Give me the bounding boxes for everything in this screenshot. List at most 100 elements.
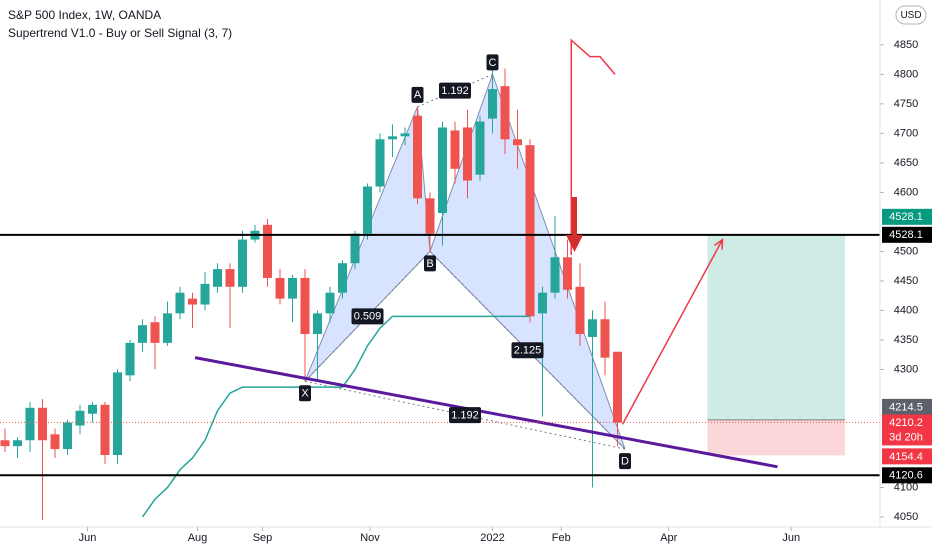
candle-body — [550, 257, 560, 293]
pattern-point-label: C — [489, 57, 497, 69]
candle-body — [363, 186, 372, 234]
currency-label: USD — [900, 10, 921, 21]
pattern-point-label: X — [301, 388, 309, 400]
pattern-point-box — [424, 255, 436, 272]
y-tick-label: 4300 — [894, 363, 918, 375]
x-tick-label: Sep — [253, 532, 273, 544]
candle-body — [575, 286, 585, 335]
candle-body — [125, 342, 135, 376]
pattern-point-box — [619, 453, 631, 470]
candle-body — [238, 239, 247, 287]
pattern-point-box — [299, 385, 311, 402]
ratio-box — [351, 308, 384, 325]
price-badge-label: 4120.6 — [889, 470, 923, 482]
candle-body — [225, 269, 235, 287]
candle-body — [38, 407, 47, 441]
candle-body — [50, 434, 60, 450]
candle-body — [413, 115, 422, 199]
candle-body — [63, 422, 72, 450]
candle-body — [213, 269, 222, 287]
candle-body — [25, 407, 35, 441]
projection-arrowhead — [713, 238, 724, 250]
y-tick-label: 4750 — [894, 98, 918, 110]
candle-body — [338, 263, 347, 293]
price-badge — [882, 448, 932, 465]
candle-body — [388, 136, 397, 140]
candle-body — [300, 277, 310, 335]
candle-body — [313, 313, 322, 335]
y-tick-label: 4650 — [894, 157, 918, 169]
price-badge-label: 4528.1 — [889, 229, 923, 241]
x-tick-label: Jun — [79, 532, 97, 544]
x-tick-label: Apr — [660, 532, 677, 544]
candle-body — [325, 292, 335, 314]
pattern-point-box — [486, 54, 499, 71]
candle-body — [100, 404, 110, 456]
candle-body — [475, 121, 485, 175]
pattern-point-label: A — [414, 89, 422, 101]
candle-body — [488, 89, 497, 119]
candle-body — [588, 319, 597, 337]
candle-body — [613, 351, 622, 423]
main-layer — [0, 38, 880, 520]
x-tick-label: Feb — [552, 532, 571, 544]
candle-body — [0, 440, 10, 447]
ratio-box — [449, 407, 481, 424]
supertrend-line — [141, 315, 530, 518]
candle-body — [525, 145, 535, 317]
signal-arrow — [566, 197, 583, 252]
projection-line — [570, 38, 616, 255]
price-badge — [882, 467, 932, 484]
y-tick-label: 4600 — [894, 186, 918, 198]
pattern-point-box — [411, 86, 424, 103]
candle-body — [350, 233, 360, 264]
price-badge — [882, 226, 932, 243]
chart-title: S&P 500 Index, 1W, OANDA — [8, 8, 161, 22]
ratio-box — [439, 82, 471, 99]
price-badge-label: 4210.2 — [889, 417, 923, 429]
trend-line — [194, 356, 778, 469]
y-tick-label: 4400 — [894, 304, 918, 316]
candle-body — [13, 440, 22, 447]
x-tick-label: Nov — [360, 532, 380, 544]
projection-line — [621, 239, 724, 425]
price-badge — [882, 414, 932, 446]
candle-body — [75, 410, 85, 426]
x-tick-label: 2022 — [480, 532, 504, 544]
candle-body — [563, 257, 572, 290]
price-badge — [882, 208, 932, 225]
ratio-label: 0.509 — [354, 311, 382, 323]
y-tick-label: 4450 — [894, 275, 918, 287]
pattern-point-label: B — [426, 258, 433, 270]
ratio-label: 1.192 — [441, 85, 469, 97]
x-tick-label: Jun — [782, 532, 800, 544]
y-tick-label: 4050 — [894, 511, 918, 523]
candle-body — [200, 283, 210, 305]
ratio-label: 2.125 — [514, 345, 542, 357]
candle-body — [538, 292, 547, 314]
indicator-label: Supertrend V1.0 - Buy or Sell Signal (3,… — [8, 26, 232, 40]
countdown-label: 3d 20h — [889, 431, 923, 443]
candle-body — [113, 372, 122, 456]
candle-body — [138, 325, 147, 343]
stop-zone — [707, 419, 845, 456]
candle-body — [500, 86, 510, 140]
candle-body — [600, 319, 610, 358]
pattern-point-label: D — [621, 456, 629, 468]
candle-body — [400, 133, 410, 137]
candle-body — [150, 322, 160, 343]
candle-body — [263, 224, 272, 278]
candle-body — [275, 277, 285, 299]
currency-badge[interactable] — [895, 5, 927, 25]
y-tick-label: 4700 — [894, 127, 918, 139]
price-badge-label: 4214.5 — [889, 401, 923, 413]
candle-body — [513, 139, 522, 146]
candle-body — [88, 404, 97, 414]
y-tick-label: 4350 — [894, 334, 918, 346]
x-tick-label: Aug — [188, 532, 208, 544]
ratio-label: 1.192 — [451, 410, 479, 422]
candle-body — [188, 298, 197, 305]
candle-body — [175, 292, 185, 314]
